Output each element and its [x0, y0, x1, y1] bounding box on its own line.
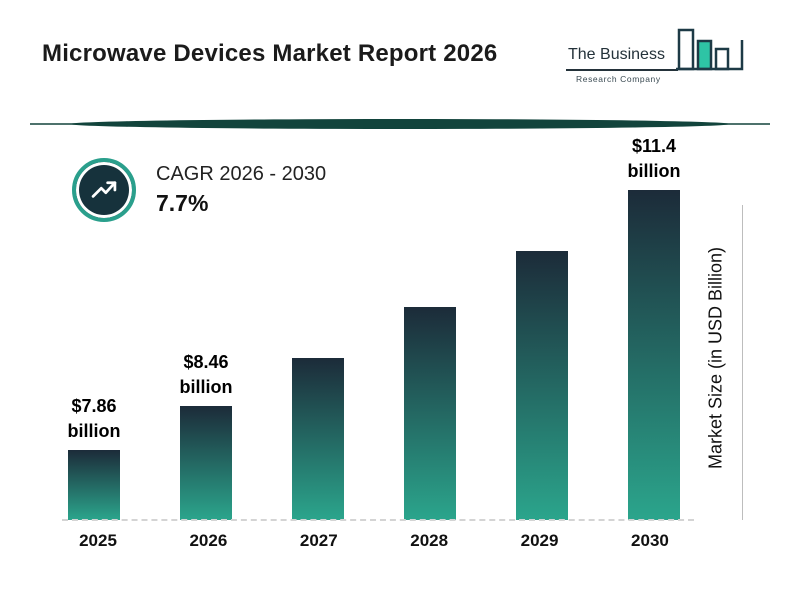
- x-axis-label: 2030: [631, 531, 669, 550]
- bar-column: [404, 307, 456, 520]
- cagr-label: CAGR 2026 - 2030: [156, 163, 327, 185]
- bar-chart: $7.86 billion $8.46 billion $11.4 billion: [68, 136, 681, 520]
- logo-text-line1: The Business: [568, 46, 665, 63]
- bar-column: $7.86 billion: [68, 394, 121, 520]
- cagr-badge: CAGR 2026 - 2030 7.7%: [72, 158, 326, 222]
- cagr-text: CAGR 2026 - 2030 7.7%: [156, 163, 326, 217]
- x-axis-label: 2028: [410, 531, 449, 550]
- bar-value-label: $7.86 billion: [67, 396, 121, 441]
- bar-column: $11.4 billion: [628, 134, 681, 520]
- bar-column: [292, 358, 344, 520]
- bar-value-label: $8.46 billion: [179, 352, 233, 397]
- logo-underline: [566, 69, 678, 71]
- cagr-value: 7.7%: [156, 190, 209, 216]
- bar-2028: [404, 307, 456, 520]
- page-title: Microwave Devices Market Report 2026: [42, 40, 498, 67]
- y-axis-line: [742, 205, 743, 520]
- bar-column: $8.46 billion: [180, 350, 233, 520]
- trend-up-icon: [72, 158, 136, 222]
- x-axis-baseline: [62, 519, 694, 521]
- bar-2030: [628, 190, 680, 520]
- bar-2026: [180, 406, 232, 520]
- bar-chart-logo-icon: [676, 28, 744, 71]
- bar-2025: [68, 450, 120, 520]
- x-axis-label: 2026: [189, 531, 228, 550]
- bar-2029: [516, 251, 568, 520]
- company-logo: The Business Research Company: [558, 28, 768, 106]
- y-axis-label: Market Size (in USD Billion): [705, 246, 726, 470]
- x-axis-label: 2027: [299, 531, 338, 550]
- bar-value-label: $11.4 billion: [627, 136, 681, 181]
- logo-text-line2: Research Company: [576, 74, 661, 84]
- x-axis-label: 2029: [520, 531, 559, 550]
- bar-column: [516, 251, 568, 520]
- divider-swoosh: [30, 119, 770, 129]
- bar-2027: [292, 358, 344, 520]
- x-axis-labels: 2025 2026 2027 2028 2029 2030: [68, 531, 680, 551]
- x-axis-label: 2025: [79, 531, 117, 550]
